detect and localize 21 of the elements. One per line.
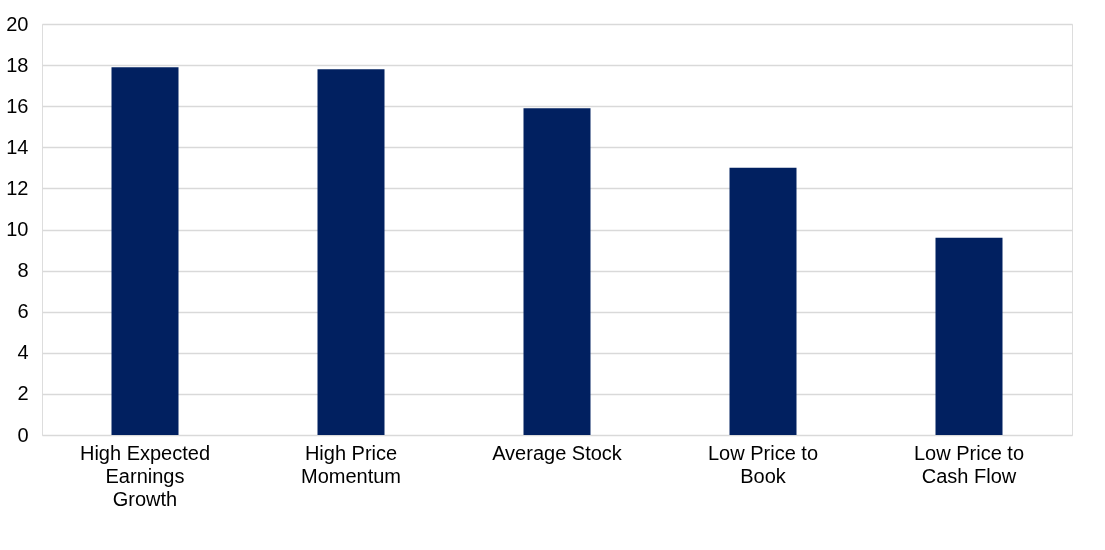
y-tick-label: 20 bbox=[6, 12, 29, 35]
y-tick-label: 12 bbox=[6, 176, 29, 199]
y-tick-label: 2 bbox=[17, 382, 29, 405]
y-tick-label: 0 bbox=[17, 423, 29, 446]
y-tick-label: 4 bbox=[17, 341, 29, 364]
x-tick-label: Low Price to Cash Flow bbox=[913, 441, 1025, 487]
y-tick-label: 8 bbox=[17, 259, 29, 282]
x-tick-label: High Expected Earnings Growth bbox=[79, 441, 211, 510]
y-tick-label: 16 bbox=[6, 94, 29, 117]
bar bbox=[935, 237, 1003, 435]
bar bbox=[317, 69, 385, 435]
y-tick-label: 6 bbox=[17, 300, 29, 323]
bar bbox=[729, 167, 797, 435]
bar bbox=[111, 67, 179, 435]
x-tick-label: High Price Momentum bbox=[300, 441, 402, 487]
bar bbox=[523, 108, 591, 435]
x-tick-label: Average Stock bbox=[492, 441, 623, 464]
x-tick-label: Low Price to Book bbox=[707, 441, 819, 487]
y-tick-label: 18 bbox=[6, 53, 29, 76]
y-tick-label: 10 bbox=[6, 218, 29, 240]
y-tick-label: 14 bbox=[6, 135, 29, 158]
